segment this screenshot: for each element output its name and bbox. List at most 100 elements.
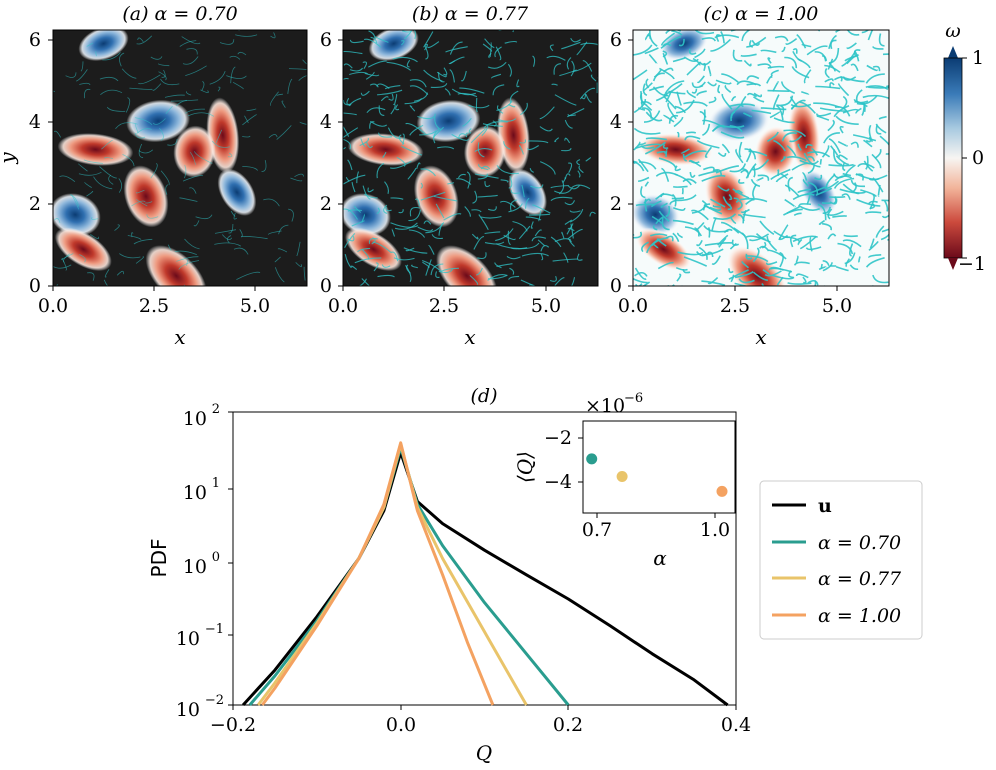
particle-filament bbox=[662, 43, 672, 47]
particle-filament bbox=[777, 169, 780, 176]
particle-filament bbox=[878, 115, 887, 120]
panel-c-ytick: 4 bbox=[610, 111, 622, 133]
particle-filament bbox=[849, 264, 859, 271]
panel-b-frame bbox=[342, 29, 599, 287]
particle-filament bbox=[651, 236, 669, 247]
particle-filament bbox=[506, 255, 521, 260]
particle-filament bbox=[561, 148, 572, 152]
particle-filament bbox=[842, 95, 848, 109]
particle-filament bbox=[495, 243, 519, 249]
particle-filament bbox=[465, 132, 469, 138]
particle-filament bbox=[827, 119, 835, 132]
particle-filament bbox=[443, 213, 462, 221]
particle-filament bbox=[824, 78, 834, 83]
particle-filament bbox=[390, 222, 419, 228]
particle-filament bbox=[699, 81, 706, 87]
particle-filament bbox=[730, 96, 737, 102]
particle-filament bbox=[576, 41, 588, 56]
particle-filament bbox=[409, 206, 420, 217]
particle-filament bbox=[567, 228, 583, 240]
particle-filament bbox=[875, 125, 882, 135]
particle-filament bbox=[806, 45, 828, 56]
panel-c-xlabel: x bbox=[755, 325, 766, 349]
particle-filament bbox=[377, 89, 403, 96]
particle-filament bbox=[518, 225, 531, 240]
particle-filament bbox=[828, 34, 837, 50]
particle-filament bbox=[343, 50, 363, 55]
particle-filament bbox=[422, 259, 442, 273]
particle-filament bbox=[815, 187, 833, 196]
particle-filament bbox=[790, 103, 812, 108]
particle-filament bbox=[744, 235, 771, 243]
particle-filament bbox=[270, 32, 276, 39]
particle-filament bbox=[396, 156, 406, 167]
particle-filament bbox=[772, 94, 780, 111]
particle-filament bbox=[747, 92, 758, 98]
panel-d-ytick-exp: −1 bbox=[205, 622, 224, 637]
particle-filament bbox=[701, 174, 726, 182]
particle-filament bbox=[691, 204, 706, 214]
panel-a-ytick: 6 bbox=[29, 29, 41, 51]
particle-filament bbox=[496, 105, 504, 114]
particle-filament bbox=[785, 37, 798, 45]
particle-filament bbox=[539, 106, 555, 120]
particle-filament bbox=[728, 269, 749, 280]
particle-filament bbox=[423, 31, 434, 48]
particle-filament bbox=[644, 181, 649, 187]
particle-filament bbox=[637, 176, 650, 182]
particle-filament bbox=[756, 176, 764, 182]
particle-filament bbox=[749, 40, 753, 48]
particle-filament bbox=[451, 88, 476, 96]
panel-d-ylabel: PDF bbox=[147, 539, 171, 578]
particle-filament bbox=[805, 246, 822, 251]
particle-filament bbox=[76, 69, 88, 82]
particle-filament bbox=[795, 273, 809, 279]
particle-filament bbox=[116, 270, 125, 276]
particle-filament bbox=[482, 43, 493, 52]
particle-filament bbox=[645, 111, 663, 122]
particle-filament bbox=[343, 63, 353, 69]
particle-filament bbox=[713, 213, 737, 220]
particle-filament bbox=[165, 105, 173, 114]
particle-filament bbox=[815, 112, 832, 117]
particle-filament bbox=[855, 173, 880, 181]
particle-filament bbox=[665, 205, 671, 218]
particle-filament bbox=[360, 138, 366, 147]
particle-filament bbox=[692, 57, 701, 66]
particle-filament bbox=[702, 62, 706, 72]
particle-filament bbox=[401, 40, 405, 46]
particle-filament bbox=[881, 228, 889, 233]
particle-filament bbox=[476, 267, 483, 276]
particle-filament bbox=[56, 284, 59, 286]
particle-filament bbox=[409, 124, 424, 136]
particle-filament bbox=[369, 83, 379, 88]
particle-filament bbox=[398, 209, 404, 214]
particle-filament bbox=[373, 262, 379, 272]
particle-filament bbox=[347, 209, 362, 212]
particle-filament bbox=[646, 34, 652, 40]
particle-filament bbox=[276, 125, 292, 140]
particle-filament bbox=[78, 171, 102, 176]
particle-filament bbox=[343, 174, 366, 185]
particle-filament bbox=[184, 238, 200, 250]
particle-filament bbox=[386, 61, 412, 71]
panel-b-particles bbox=[343, 30, 598, 286]
particle-filament bbox=[228, 223, 234, 234]
particle-filament bbox=[814, 174, 823, 181]
particle-filament bbox=[281, 100, 286, 108]
particle-filament bbox=[865, 73, 885, 84]
particle-filament bbox=[828, 163, 854, 167]
panel-c-xtick: 2.5 bbox=[720, 295, 750, 317]
particle-filament bbox=[559, 69, 577, 77]
particle-filament bbox=[633, 44, 653, 56]
particle-filament bbox=[195, 214, 213, 220]
particle-filament bbox=[668, 114, 679, 124]
particle-filament bbox=[566, 57, 572, 70]
particle-filament bbox=[164, 94, 185, 98]
particle-filament bbox=[872, 46, 884, 50]
particle-filament bbox=[390, 251, 399, 262]
particle-filament bbox=[176, 256, 199, 262]
particle-filament bbox=[181, 36, 201, 45]
particle-filament bbox=[407, 167, 417, 180]
particle-filament bbox=[644, 141, 666, 155]
